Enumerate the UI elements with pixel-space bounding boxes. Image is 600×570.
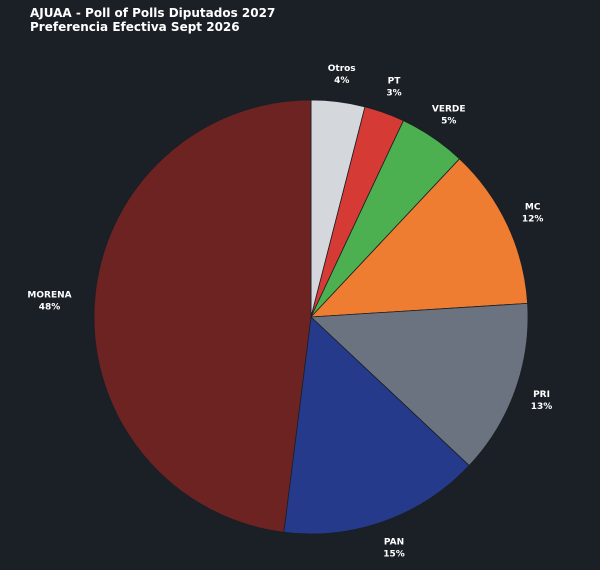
slice-value-label: 15% (383, 550, 405, 560)
chart-subtitle: Preferencia Efectiva Sept 2026 (30, 20, 240, 34)
chart-title: AJUAA - Poll of Polls Diputados 2027 (30, 6, 275, 20)
slice-value-label: 48% (39, 303, 61, 313)
slice-label: VERDE (432, 104, 466, 114)
pie-slice (310, 158, 528, 318)
slice-label: MORENA (27, 291, 71, 301)
slice-value-label: 13% (531, 402, 553, 412)
slice-value-label: 4% (334, 76, 349, 86)
slice-value-label: 5% (441, 116, 456, 126)
slice-label: MC (525, 203, 541, 213)
pie-slice (310, 302, 529, 467)
slice-value-label: 12% (522, 215, 544, 225)
slice-label: Otros (328, 64, 356, 74)
slice-value-label: 3% (386, 88, 401, 98)
slice-label: PAN (384, 538, 404, 548)
slice-label: PT (388, 76, 402, 86)
pie-slice (93, 99, 312, 533)
slice-label: PRI (533, 390, 550, 400)
pie-slice (283, 316, 470, 535)
